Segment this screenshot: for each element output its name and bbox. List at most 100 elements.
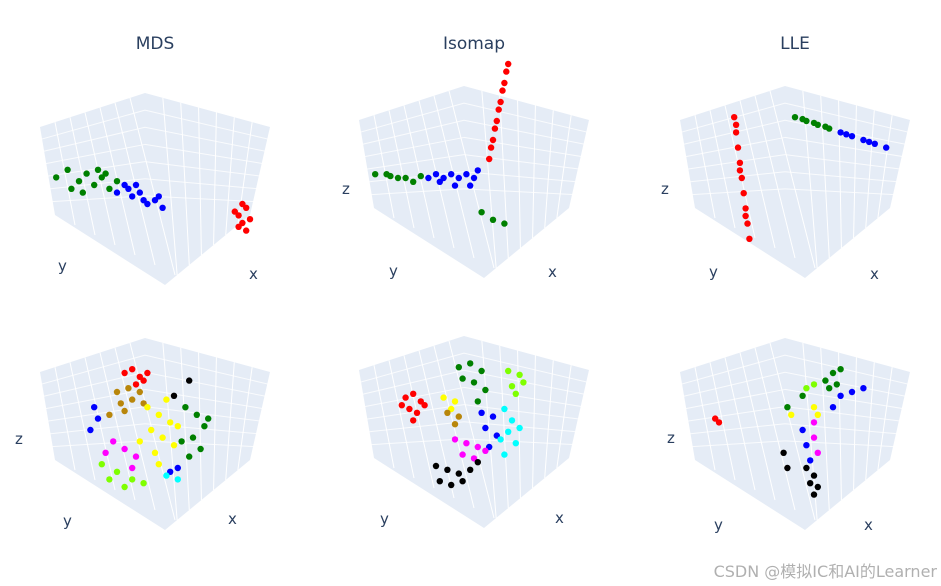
data-point: [732, 121, 740, 128]
data-point: [837, 366, 844, 373]
grid-line: [213, 357, 217, 491]
grid-line: [709, 362, 736, 481]
data-point: [791, 114, 799, 121]
grid-line: [499, 345, 509, 509]
data-point: [482, 447, 489, 454]
data-point: [140, 377, 147, 384]
grid-line: [853, 105, 857, 239]
data-point: [516, 371, 523, 378]
data-point: [178, 438, 185, 445]
data-point: [444, 466, 451, 473]
grid-line: [144, 423, 271, 436]
data-point: [508, 417, 516, 424]
grid-line: [180, 102, 190, 266]
data-point: [186, 453, 193, 460]
data-point: [448, 171, 455, 178]
grid-line: [679, 423, 786, 436]
data-point: [129, 476, 136, 483]
grid-line: [144, 161, 271, 178]
data-point: [113, 178, 121, 185]
data-point: [799, 426, 806, 434]
grid-line: [784, 188, 911, 196]
data-point: [505, 60, 512, 68]
grid-line: [853, 357, 857, 491]
data-point: [467, 182, 474, 189]
grid-line: [388, 360, 415, 479]
data-point: [91, 181, 98, 189]
data-point: [148, 426, 155, 434]
data-point: [167, 419, 174, 426]
grid-line: [144, 109, 271, 141]
data-point: [467, 466, 474, 473]
grid-line: [463, 154, 590, 171]
data-point: [406, 405, 413, 413]
data-point: [491, 125, 499, 132]
grid-line: [784, 406, 911, 423]
data-point: [810, 119, 818, 127]
data-point: [474, 167, 481, 174]
data-point: [474, 443, 481, 451]
grid-line: [358, 154, 465, 171]
data-point: [432, 462, 440, 470]
data-point: [493, 117, 500, 125]
grid-line: [144, 178, 271, 191]
grid-line: [463, 171, 590, 184]
grid-line: [820, 95, 830, 259]
grid-line: [679, 440, 786, 448]
grid-line: [39, 406, 146, 423]
data-point: [136, 388, 143, 396]
grid-line: [358, 352, 465, 384]
data-point: [482, 386, 489, 394]
data-point: [829, 369, 837, 377]
grid-line: [769, 90, 816, 269]
data-point: [810, 381, 818, 388]
data-point: [205, 415, 212, 422]
subplot-title: Isomap: [442, 34, 506, 54]
data-point: [489, 413, 497, 420]
grid-line: [144, 406, 271, 423]
grid-line: [225, 362, 235, 481]
data-point: [140, 480, 147, 487]
y-axis-label: y: [58, 257, 67, 275]
data-point: [883, 144, 890, 151]
data-point: [75, 178, 83, 185]
data-point: [459, 451, 466, 458]
grid-line: [144, 195, 271, 203]
grid-line: [679, 354, 786, 386]
grid-line: [463, 404, 590, 421]
data-point: [512, 440, 519, 447]
data-point: [455, 413, 462, 420]
data-point: [144, 404, 151, 411]
data-point: [394, 174, 402, 182]
grid-line: [820, 347, 830, 511]
x-axis-label: x: [870, 265, 879, 283]
data-point: [440, 394, 447, 401]
data-point: [129, 396, 136, 403]
data-point: [170, 392, 178, 399]
grid-line: [784, 154, 911, 171]
grid-line: [556, 365, 572, 469]
data-point: [387, 172, 394, 180]
y-axis-label: y: [63, 512, 72, 530]
data-point: [410, 178, 417, 185]
data-point: [470, 379, 478, 386]
data-point: [810, 472, 818, 479]
grid-line: [544, 110, 554, 229]
grid-line: [403, 355, 435, 489]
y-axis-label: y: [389, 262, 398, 280]
grid-line: [237, 122, 253, 226]
grid-line: [358, 119, 465, 146]
grid-line: [784, 354, 911, 386]
data-point: [197, 445, 204, 453]
data-point: [474, 398, 481, 405]
grid-line: [463, 188, 590, 196]
data-point: [413, 409, 421, 416]
data-point: [94, 166, 102, 173]
data-point: [140, 197, 147, 204]
grid-line: [448, 340, 495, 519]
data-point: [780, 449, 787, 456]
grid-line: [463, 352, 590, 384]
grid-line: [39, 109, 146, 141]
data-point: [410, 390, 417, 397]
data-point: [486, 155, 493, 163]
